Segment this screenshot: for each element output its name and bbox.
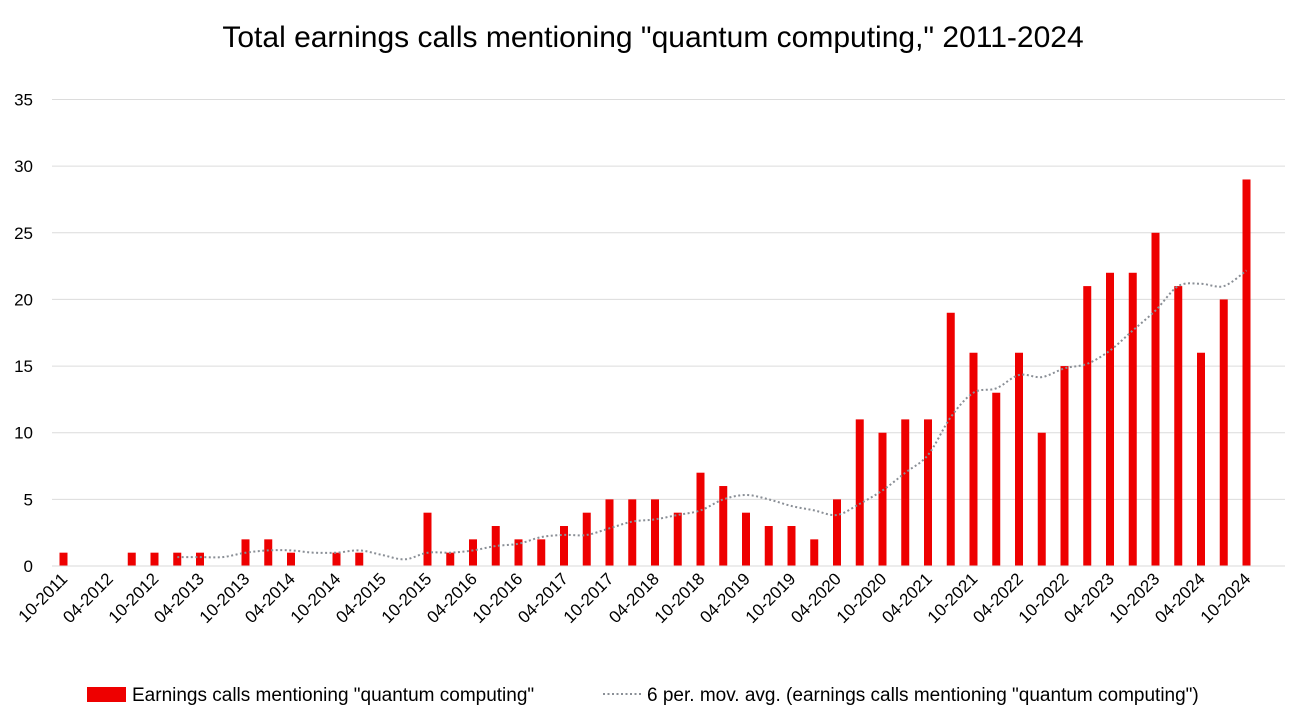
legend-item-line: 6 per. mov. avg. (earnings calls mention… — [603, 685, 1199, 706]
bar-07-2016 — [491, 526, 500, 566]
bar-01-2016 — [446, 552, 455, 566]
bar-04-2016 — [469, 539, 477, 566]
bar-07-2022 — [1037, 432, 1046, 566]
bar-04-2024 — [1197, 352, 1205, 566]
bar-07-2020 — [855, 419, 864, 566]
legend-label-line: 6 per. mov. avg. (earnings calls mention… — [647, 685, 1199, 706]
bar-10-2015 — [423, 512, 432, 566]
chart-title: Total earnings calls mentioning "quantum… — [222, 21, 1083, 54]
bar-10-2016 — [514, 539, 523, 566]
bar-10-2023 — [1151, 232, 1160, 567]
y-tick-label: 30 — [14, 157, 33, 176]
bar-10-2024 — [1242, 179, 1251, 566]
bar-10-2022 — [1060, 366, 1069, 566]
bar-04-2017 — [560, 526, 568, 566]
y-tick-label: 5 — [24, 490, 33, 509]
bar-07-2018 — [673, 512, 682, 566]
bar-07-2021 — [946, 312, 955, 566]
gridlines — [52, 99, 1285, 567]
bar-04-2020 — [833, 499, 841, 566]
bar-series — [59, 179, 1251, 567]
y-tick-label: 25 — [14, 224, 33, 243]
bar-10-2021 — [969, 352, 978, 566]
bar-07-2017 — [582, 512, 591, 566]
bar-10-2011 — [59, 552, 68, 566]
bar-10-2020 — [878, 432, 887, 566]
bar-04-2022 — [1015, 352, 1023, 566]
bar-01-2019 — [719, 486, 728, 566]
bar-01-2018 — [628, 499, 637, 566]
bar-04-2021 — [924, 419, 932, 566]
bar-10-2018 — [696, 472, 705, 566]
x-tick-label: 10-2024 — [1197, 569, 1255, 627]
bar-01-2021 — [901, 419, 910, 566]
bar-07-2012 — [127, 552, 136, 566]
bar-04-2013 — [196, 552, 204, 566]
bar-01-2023 — [1083, 286, 1092, 566]
y-tick-label: 15 — [14, 357, 33, 376]
legend: Earnings calls mentioning "quantum compu… — [87, 685, 1199, 706]
bar-07-2023 — [1128, 272, 1137, 566]
bar-10-2014 — [332, 552, 341, 566]
bar-04-2018 — [651, 499, 659, 566]
y-axis: 0 5 10 15 20 25 30 35 — [14, 91, 33, 577]
bar-10-2017 — [605, 499, 614, 566]
bar-01-2024 — [1174, 286, 1183, 566]
bar-07-2024 — [1219, 299, 1228, 566]
bar-10-2012 — [150, 552, 159, 566]
y-tick-label: 20 — [14, 290, 33, 309]
bar-07-2019 — [764, 526, 773, 566]
bar-01-2017 — [537, 539, 546, 566]
bar-01-2020 — [810, 539, 819, 566]
bar-04-2014 — [287, 552, 295, 566]
bar-01-2013 — [173, 552, 182, 566]
bar-04-2023 — [1106, 272, 1114, 566]
y-tick-label: 0 — [24, 557, 33, 576]
y-tick-label: 10 — [14, 424, 33, 443]
legend-bar-swatch — [87, 687, 126, 702]
bar-04-2019 — [742, 512, 750, 566]
moving-average-series — [177, 269, 1248, 561]
x-axis: 10-201104-201210-201204-201310-201304-20… — [15, 565, 1285, 627]
moving-average-line — [177, 269, 1248, 561]
legend-label-bars: Earnings calls mentioning "quantum compu… — [132, 685, 534, 706]
bar-10-2019 — [787, 526, 796, 566]
bar-01-2014 — [264, 539, 273, 566]
bar-01-2022 — [992, 392, 1001, 566]
bar-01-2015 — [355, 552, 364, 566]
legend-item-bars: Earnings calls mentioning "quantum compu… — [87, 685, 534, 706]
y-tick-label: 35 — [14, 91, 33, 110]
